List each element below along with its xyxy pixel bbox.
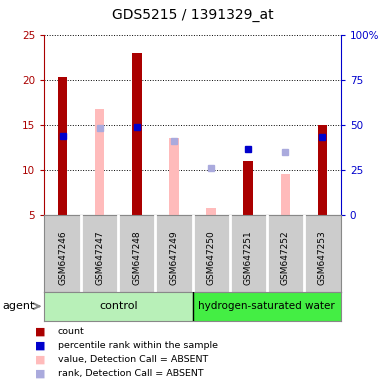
Text: count: count (58, 327, 84, 336)
Text: ■: ■ (35, 355, 45, 365)
Text: agent: agent (2, 301, 34, 311)
Text: ■: ■ (35, 326, 45, 336)
Bar (281, 174, 290, 215)
Text: rank, Detection Call = ABSENT: rank, Detection Call = ABSENT (58, 369, 203, 378)
Text: ■: ■ (35, 341, 45, 351)
Text: GSM647246: GSM647246 (58, 230, 67, 285)
Bar (192, 292, 341, 321)
Bar (95, 109, 104, 215)
Bar (169, 138, 179, 215)
Text: GSM647252: GSM647252 (281, 230, 290, 285)
Text: percentile rank within the sample: percentile rank within the sample (58, 341, 218, 350)
Text: GSM647247: GSM647247 (95, 230, 104, 285)
Text: GSM647249: GSM647249 (169, 230, 179, 285)
Text: value, Detection Call = ABSENT: value, Detection Call = ABSENT (58, 355, 208, 364)
Text: GSM647251: GSM647251 (244, 230, 253, 285)
Text: GSM647248: GSM647248 (132, 230, 141, 285)
Text: GDS5215 / 1391329_at: GDS5215 / 1391329_at (112, 8, 273, 22)
Text: hydrogen-saturated water: hydrogen-saturated water (198, 301, 335, 311)
Text: GSM647253: GSM647253 (318, 230, 327, 285)
Bar (206, 208, 216, 215)
Text: GSM647250: GSM647250 (206, 230, 216, 285)
Bar (132, 53, 142, 215)
Text: ■: ■ (35, 369, 45, 379)
Text: control: control (99, 301, 138, 311)
Bar (318, 125, 327, 215)
Bar (243, 161, 253, 215)
Bar (58, 77, 67, 215)
